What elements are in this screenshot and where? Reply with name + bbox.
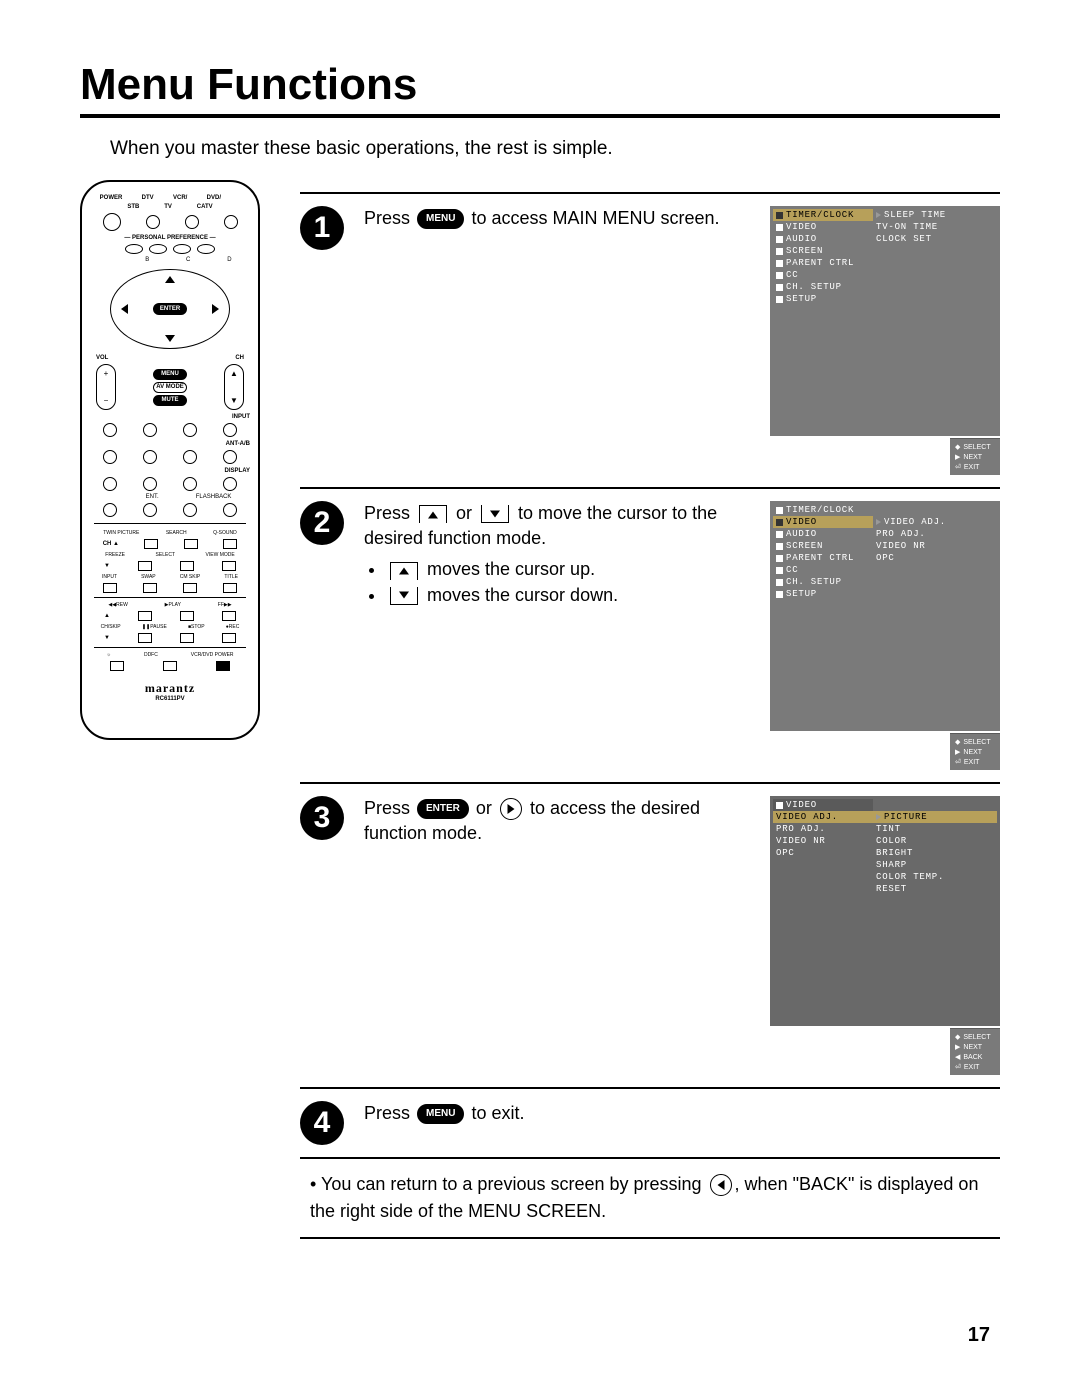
- flashback-btn[interactable]: [223, 503, 237, 517]
- down-key-icon: [390, 587, 418, 605]
- pref-b-button[interactable]: [149, 244, 167, 254]
- mute-button[interactable]: MUTE: [153, 395, 187, 406]
- osd-step1: TIMER/CLOCKSLEEP TIME VIDEOTV-ON TIME AU…: [770, 206, 1000, 436]
- osd-legend-1: ◆SELECT ▶NEXT ⏎EXIT: [950, 438, 1000, 475]
- ch-rocker[interactable]: ▲▼: [224, 364, 244, 410]
- left-key-icon: [710, 1174, 732, 1196]
- step-3-badge: 3: [300, 796, 344, 840]
- pref-c-button[interactable]: [173, 244, 191, 254]
- num-9[interactable]: [183, 477, 197, 491]
- vol-rocker[interactable]: +−: [96, 364, 116, 410]
- title-underline: [80, 114, 1000, 118]
- antab-btn[interactable]: [223, 450, 237, 464]
- osd-step2: TIMER/CLOCK VIDEOVIDEO ADJ. AUDIOPRO ADJ…: [770, 501, 1000, 731]
- step-2: 2 Press or to move the cursor to the des…: [300, 501, 1000, 770]
- brand-label: marantz: [90, 681, 250, 696]
- enter-button[interactable]: ENTER: [153, 303, 187, 315]
- num-3[interactable]: [183, 423, 197, 437]
- back-note: • You can return to a previous screen by…: [310, 1171, 1000, 1225]
- menu-key-icon: MENU: [417, 209, 464, 229]
- dpad-left[interactable]: [121, 304, 128, 314]
- step-4: 4 Press MENU to exit.: [300, 1101, 1000, 1145]
- num-8[interactable]: [143, 477, 157, 491]
- menu-key-icon: MENU: [417, 1104, 464, 1124]
- dpad[interactable]: ENTER: [110, 269, 230, 349]
- dpad-right[interactable]: [212, 304, 219, 314]
- num-100[interactable]: [183, 503, 197, 517]
- num-dash[interactable]: [103, 503, 117, 517]
- menu-button[interactable]: MENU: [153, 369, 187, 380]
- power-label: POWER: [100, 195, 123, 201]
- enter-key-icon: ENTER: [417, 799, 469, 819]
- osd-step3: VIDEO VIDEO ADJ.PICTURE PRO ADJ.TINT VID…: [770, 796, 1000, 1026]
- step-3: 3 Press ENTER or to access the desired f…: [300, 796, 1000, 1075]
- num-1[interactable]: [103, 423, 117, 437]
- avmode-button[interactable]: AV MODE: [153, 382, 187, 393]
- dvd-button[interactable]: [224, 215, 238, 229]
- pref-a-button[interactable]: [125, 244, 143, 254]
- dtv-button[interactable]: [146, 215, 160, 229]
- remote-control-diagram: POWER DTV VCR/ DVD/ STB TV CATV — PERSON…: [80, 180, 260, 740]
- num-7[interactable]: [103, 477, 117, 491]
- pref-label: — PERSONAL PREFERENCE —: [90, 235, 250, 241]
- step-2-badge: 2: [300, 501, 344, 545]
- power-button[interactable]: [103, 213, 121, 231]
- intro-text: When you master these basic operations, …: [110, 138, 1000, 160]
- num-6[interactable]: [183, 450, 197, 464]
- input-btn[interactable]: [223, 423, 237, 437]
- page-title: Menu Functions: [80, 60, 1000, 110]
- dpad-down[interactable]: [165, 335, 175, 342]
- osd-legend-2: ◆SELECT ▶NEXT ⏎EXIT: [950, 733, 1000, 770]
- page-number: 17: [968, 1324, 990, 1347]
- step-1: 1 Press MENU to access MAIN MENU screen.…: [300, 206, 1000, 475]
- num-2[interactable]: [143, 423, 157, 437]
- up-key-icon: [419, 505, 447, 523]
- display-btn[interactable]: [223, 477, 237, 491]
- pref-d-button[interactable]: [197, 244, 215, 254]
- num-0[interactable]: [143, 503, 157, 517]
- num-5[interactable]: [143, 450, 157, 464]
- step-4-badge: 4: [300, 1101, 344, 1145]
- num-4[interactable]: [103, 450, 117, 464]
- right-key-icon: [500, 798, 522, 820]
- dpad-up[interactable]: [165, 276, 175, 283]
- up-key-icon: [390, 562, 418, 580]
- osd-legend-3: ◆SELECT ▶NEXT ◀BACK ⏎EXIT: [950, 1028, 1000, 1075]
- step-1-badge: 1: [300, 206, 344, 250]
- model-label: RC6111PV: [90, 696, 250, 702]
- down-key-icon: [481, 505, 509, 523]
- vcr-button[interactable]: [185, 215, 199, 229]
